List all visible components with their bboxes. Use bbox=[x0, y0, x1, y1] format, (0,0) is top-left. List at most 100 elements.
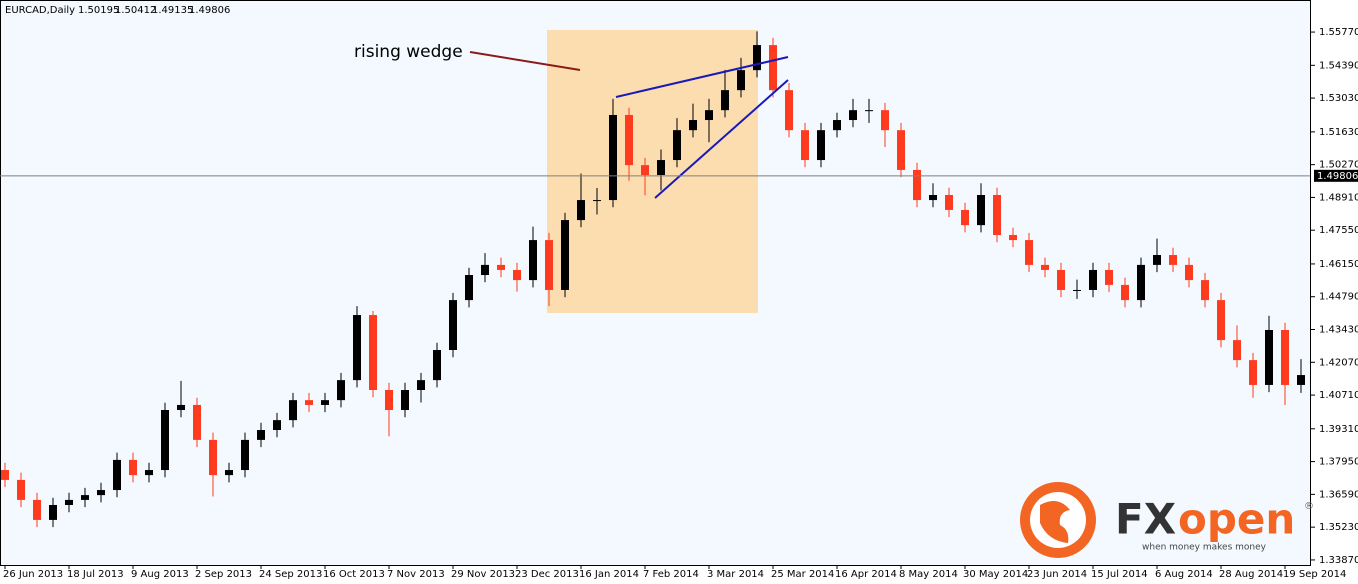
candle-body bbox=[705, 110, 713, 121]
candle-body bbox=[321, 400, 329, 405]
candle-body bbox=[513, 269, 521, 281]
y-tick-label: 1.33870 bbox=[1319, 555, 1358, 566]
candle-body bbox=[433, 349, 441, 381]
annotation: rising wedge bbox=[354, 42, 463, 62]
last-high: 1.50412 bbox=[115, 5, 156, 16]
x-tick-label: 9 Aug 2013 bbox=[131, 569, 189, 580]
candle-body bbox=[817, 130, 825, 161]
current-price-label: 1.49806 bbox=[1317, 171, 1358, 182]
candle-body bbox=[449, 300, 457, 350]
candle-body bbox=[753, 45, 761, 71]
candle-body bbox=[353, 315, 361, 381]
candle-body bbox=[577, 200, 585, 221]
x-tick-label: 26 Jun 2013 bbox=[3, 569, 63, 580]
x-tick-label: 3 Mar 2014 bbox=[707, 569, 764, 580]
logo-tagline: when money makes money bbox=[1142, 543, 1267, 553]
x-tick-label: 2 Sep 2013 bbox=[195, 569, 252, 580]
y-tick-label: 1.48910 bbox=[1319, 192, 1358, 203]
candle-body bbox=[721, 90, 729, 111]
y-tick-label: 1.47550 bbox=[1319, 225, 1358, 236]
candle-body bbox=[593, 200, 601, 202]
candle-body bbox=[497, 264, 505, 270]
x-tick-label: 7 Nov 2013 bbox=[387, 569, 445, 580]
candle-body bbox=[865, 110, 873, 112]
candle-body bbox=[561, 220, 569, 290]
candle-body bbox=[1169, 255, 1177, 265]
y-tick-label: 1.39310 bbox=[1319, 424, 1358, 435]
candle-body bbox=[337, 380, 345, 401]
candle-body bbox=[161, 410, 169, 471]
candle-body bbox=[273, 420, 281, 431]
candle-body bbox=[225, 470, 233, 476]
candle-body bbox=[417, 380, 425, 391]
candle-body bbox=[1, 470, 9, 480]
candle-body bbox=[929, 195, 937, 201]
candle-body bbox=[49, 504, 57, 520]
candle-body bbox=[1201, 280, 1209, 301]
x-tick-label: 28 Aug 2014 bbox=[1219, 569, 1283, 580]
candle-body bbox=[401, 390, 409, 411]
highlight-zone bbox=[547, 30, 758, 313]
y-tick-label: 1.42070 bbox=[1319, 357, 1358, 368]
candle-body bbox=[1009, 235, 1017, 241]
candle-body bbox=[17, 479, 25, 500]
candle-body bbox=[145, 470, 153, 476]
logo-fx: FX bbox=[1115, 495, 1176, 544]
y-tick-label: 1.44790 bbox=[1319, 292, 1358, 303]
y-tick-label: 1.35230 bbox=[1319, 522, 1358, 533]
candle-body bbox=[689, 120, 697, 131]
x-tick-label: 6 Aug 2014 bbox=[1155, 569, 1213, 580]
candle-body bbox=[1185, 264, 1193, 281]
candles bbox=[1, 31, 1305, 528]
y-tick-label: 1.50270 bbox=[1319, 160, 1358, 171]
candle-body bbox=[1089, 269, 1097, 290]
candle-body bbox=[737, 70, 745, 91]
last-close: 1.49806 bbox=[189, 5, 230, 16]
wedge-lower-line bbox=[654, 79, 789, 199]
x-tick-label: 24 Sep 2013 bbox=[259, 569, 322, 580]
x-tick-label: 30 May 2014 bbox=[963, 569, 1028, 580]
x-tick-label: 23 Jun 2014 bbox=[1027, 569, 1087, 580]
candle-body bbox=[529, 240, 537, 281]
candle-body bbox=[241, 439, 249, 471]
candle-body bbox=[769, 45, 777, 91]
candle-body bbox=[1121, 284, 1129, 301]
x-tick-label: 18 Jul 2013 bbox=[67, 569, 124, 580]
candle-body bbox=[833, 120, 841, 131]
x-tick-label: 16 Jan 2014 bbox=[579, 569, 639, 580]
candle-body bbox=[1153, 255, 1161, 265]
candle-body bbox=[1265, 329, 1273, 385]
candle-body bbox=[673, 130, 681, 161]
x-tick-label: 23 Dec 2013 bbox=[515, 569, 579, 580]
x-tick-label: 7 Feb 2014 bbox=[643, 569, 699, 580]
candle-body bbox=[289, 400, 297, 421]
last-open: 1.50195 bbox=[78, 5, 119, 16]
candle-body bbox=[113, 459, 121, 491]
x-tick-label: 16 Oct 2013 bbox=[323, 569, 385, 580]
candle-body bbox=[1057, 269, 1065, 290]
x-tick-label: 25 Mar 2014 bbox=[771, 569, 834, 580]
logo-registered: ® bbox=[1304, 501, 1314, 512]
y-tick-label: 1.51630 bbox=[1319, 127, 1358, 138]
logo-emblem-bull bbox=[1040, 501, 1070, 543]
candle-body bbox=[385, 390, 393, 411]
candle-body bbox=[641, 165, 649, 175]
candle-body bbox=[913, 169, 921, 201]
candle-body bbox=[881, 110, 889, 131]
y-tick-label: 1.40710 bbox=[1319, 390, 1358, 401]
last-low: 1.49135 bbox=[152, 5, 193, 16]
header: EURCAD,Daily 1.50195 1.50412 1.49135 1.4… bbox=[5, 5, 230, 16]
y-tick-label: 1.53030 bbox=[1319, 93, 1358, 104]
y-tick-label: 1.46150 bbox=[1319, 259, 1358, 270]
annotation-pointer bbox=[469, 51, 581, 71]
wedge-upper-line bbox=[615, 56, 789, 98]
logo-open: open bbox=[1178, 495, 1295, 544]
y-tick-label: 1.37950 bbox=[1319, 457, 1358, 468]
candle-body bbox=[209, 439, 217, 476]
x-tick-label: 29 Nov 2013 bbox=[451, 569, 515, 580]
candle-body bbox=[305, 400, 313, 405]
y-tick-label: 1.54390 bbox=[1319, 60, 1358, 71]
y-tick-label: 1.43430 bbox=[1319, 325, 1358, 336]
candle-body bbox=[65, 499, 73, 505]
